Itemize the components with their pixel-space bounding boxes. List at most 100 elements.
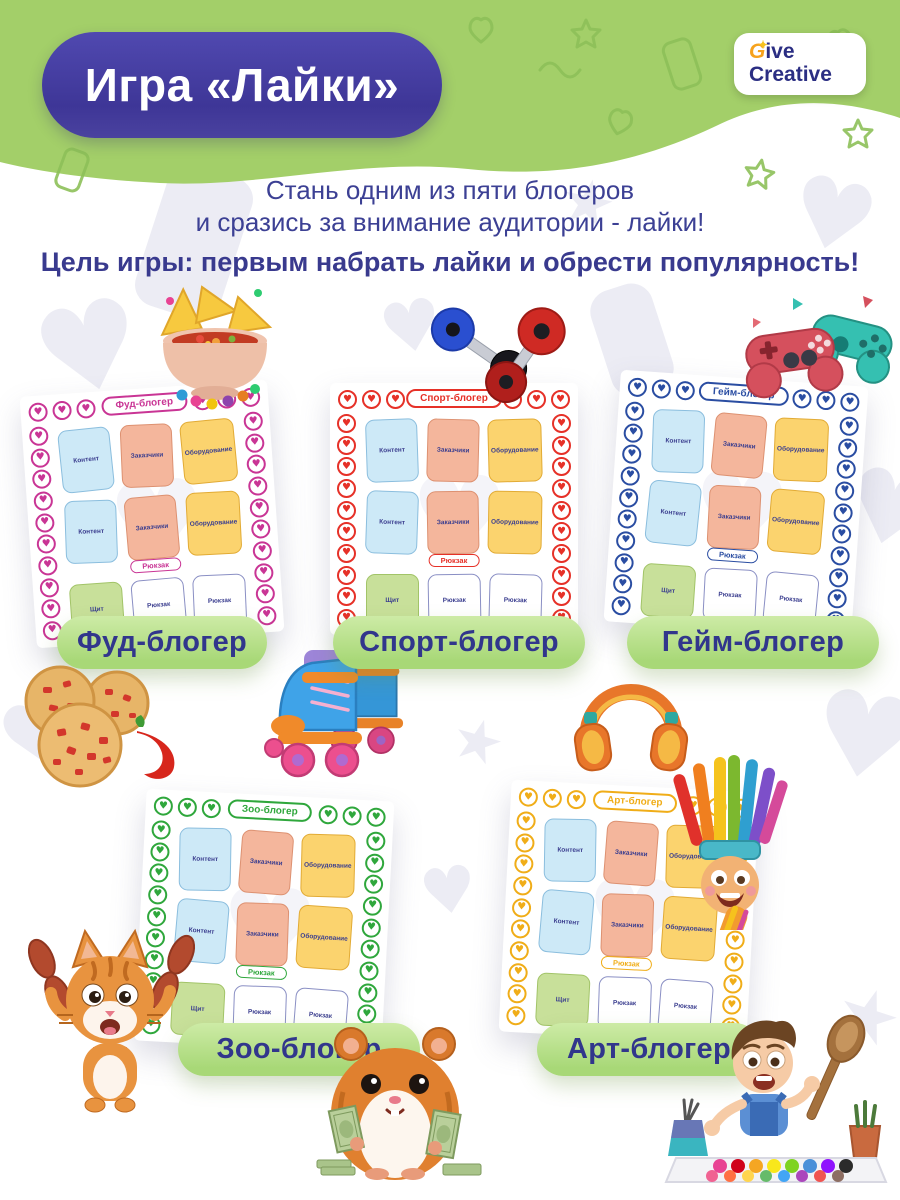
cell-clients: Заказчики bbox=[602, 820, 660, 887]
heart-icon: ♥ bbox=[552, 478, 571, 498]
heart-icon: ♥ bbox=[518, 787, 539, 808]
cell-shield: Щит bbox=[534, 972, 591, 1028]
cell-equipment: Оборудование bbox=[773, 417, 830, 483]
heart-icon: ♥ bbox=[337, 478, 356, 498]
heart-icon: ♥ bbox=[623, 422, 644, 443]
heart-icon: ♥ bbox=[177, 797, 198, 818]
heart-icon: ♥ bbox=[364, 852, 385, 873]
heart-icon: ♥ bbox=[725, 930, 746, 951]
heart-icon: ♥ bbox=[318, 804, 339, 825]
heart-icon: ♥ bbox=[552, 587, 571, 607]
heart-icon: ♥ bbox=[246, 454, 267, 475]
heart-icon: ♥ bbox=[828, 567, 849, 588]
heart-icon: ♥ bbox=[542, 788, 563, 809]
heart-icon: ♥ bbox=[566, 789, 587, 810]
intro-line-1: Стань одним из пяти блогеров bbox=[265, 175, 635, 205]
cell-clients: Заказчики bbox=[706, 484, 763, 551]
heart-icon: ♥ bbox=[620, 465, 641, 487]
page-title: Игра «Лайки» bbox=[42, 32, 442, 138]
board-title-pill: Зоо-блогер bbox=[227, 798, 313, 823]
heart-icon: ♥ bbox=[337, 457, 356, 477]
heart-icon: ♥ bbox=[512, 875, 533, 896]
cell-equipment: Оборудование bbox=[295, 904, 354, 971]
cell-backpack: Рюкзак bbox=[701, 567, 758, 624]
heart-icon: ♥ bbox=[615, 530, 636, 551]
heart-icon: ♥ bbox=[552, 457, 571, 477]
hearts-row: ♥♥♥ bbox=[27, 398, 97, 423]
heart-icon: ♥ bbox=[675, 380, 696, 401]
cell-content: Контент bbox=[364, 418, 420, 483]
boy-painter-image bbox=[658, 1008, 888, 1188]
heart-icon: ♥ bbox=[337, 587, 356, 607]
heart-icon: ♥ bbox=[34, 512, 55, 533]
heart-icon: ♥ bbox=[247, 475, 268, 497]
heart-icon: ♥ bbox=[552, 565, 571, 585]
heart-icon: ♥ bbox=[150, 841, 170, 862]
cat-sausages-image bbox=[15, 915, 205, 1125]
cell-content: Контент bbox=[543, 818, 597, 883]
heart-icon: ♥ bbox=[552, 543, 571, 563]
hearts-column: ♥♥♥♥♥♥♥♥♥♥ bbox=[552, 414, 571, 628]
heart-icon: ♥ bbox=[527, 390, 546, 409]
heart-icon: ♥ bbox=[338, 390, 357, 409]
cell-equipment: Оборудование bbox=[179, 417, 239, 486]
board-food-blogger: ♥♥♥ Фуд-блогер ♥♥♥ ♥♥♥♥♥♥♥♥♥♥ ♥♥♥♥♥♥♥♥♥♥… bbox=[19, 379, 285, 649]
cell-equipment: Оборудование bbox=[487, 490, 543, 555]
hearts-row: ♥♥♥ bbox=[338, 390, 405, 409]
heart-icon: ♥ bbox=[365, 831, 386, 852]
logo-accent-letter: G bbox=[749, 40, 766, 63]
heart-icon: ♥ bbox=[612, 573, 633, 595]
heart-icon: ♥ bbox=[357, 982, 378, 1003]
heart-icon: ♥ bbox=[627, 377, 648, 398]
heart-icon: ♥ bbox=[516, 811, 537, 831]
hearts-column: ♥♥♥♥♥♥♥♥♥♥ bbox=[243, 411, 278, 626]
hearts-row: ♥♥♥ bbox=[627, 377, 696, 401]
background-doodle: ★ bbox=[443, 701, 513, 781]
hearts-row: ♥♥♥ bbox=[153, 796, 222, 819]
logo-star-icon: ✦ bbox=[758, 38, 769, 52]
heart-icon: ♥ bbox=[243, 411, 264, 432]
hearts-column: ♥♥♥♥♥♥♥♥♥♥ bbox=[28, 426, 63, 641]
heart-icon: ♥ bbox=[837, 437, 858, 458]
board-title-pill: Арт-блогер bbox=[592, 789, 677, 814]
heart-icon: ♥ bbox=[833, 502, 854, 523]
headphones-image bbox=[562, 644, 700, 784]
cell-clients: Заказчики bbox=[710, 411, 769, 480]
cell-clients: Заказчики bbox=[119, 423, 175, 489]
cell-equipment: Оборудование bbox=[300, 833, 356, 898]
hearts-row: ♥♥♥ bbox=[318, 804, 387, 828]
heart-icon: ♥ bbox=[610, 595, 632, 616]
cell-clients: Заказчики bbox=[600, 893, 655, 958]
cell-clients: Заказчики bbox=[426, 490, 480, 555]
heart-icon: ♥ bbox=[829, 545, 851, 566]
food-blogger-label: Фуд-блогер bbox=[57, 616, 267, 669]
hearts-column: ♥♥♥♥♥♥♥♥♥♥ bbox=[505, 811, 537, 1026]
heart-icon: ♥ bbox=[252, 540, 273, 561]
heart-icon: ♥ bbox=[148, 863, 169, 884]
hearts-column: ♥♥♥♥♥♥♥♥♥♥ bbox=[355, 831, 386, 1046]
logo-word2: Creative bbox=[749, 63, 832, 86]
heart-icon: ♥ bbox=[40, 598, 62, 620]
heart-icon: ♥ bbox=[363, 874, 384, 895]
heart-icon: ♥ bbox=[33, 490, 54, 512]
heart-icon: ♥ bbox=[513, 854, 534, 875]
cookies-chili-image bbox=[5, 653, 190, 793]
heart-icon: ♥ bbox=[30, 447, 51, 468]
heart-icon: ♥ bbox=[359, 961, 380, 981]
hearts-column: ♥♥♥♥♥♥♥♥♥♥ bbox=[337, 414, 356, 628]
heart-icon: ♥ bbox=[342, 805, 363, 826]
backpack-label-pill: Рюкзак bbox=[600, 955, 652, 972]
heart-icon: ♥ bbox=[244, 432, 265, 453]
heart-icon: ♥ bbox=[618, 487, 639, 508]
cell-content: Контент bbox=[364, 490, 420, 555]
heart-icon: ♥ bbox=[551, 390, 570, 409]
heart-icon: ♥ bbox=[337, 435, 356, 455]
board-sport-blogger: ♥♥♥ Спорт-блогер ♥♥♥ ♥♥♥♥♥♥♥♥♥♥ ♥♥♥♥♥♥♥♥… bbox=[330, 383, 578, 635]
heart-icon: ♥ bbox=[839, 416, 860, 437]
heart-icon: ♥ bbox=[552, 435, 571, 455]
heart-icon: ♥ bbox=[724, 952, 745, 972]
heart-icon: ♥ bbox=[337, 565, 356, 585]
cell-clients: Заказчики bbox=[235, 902, 290, 967]
heart-icon: ♥ bbox=[505, 1005, 526, 1026]
cell-content: Контент bbox=[644, 479, 703, 548]
